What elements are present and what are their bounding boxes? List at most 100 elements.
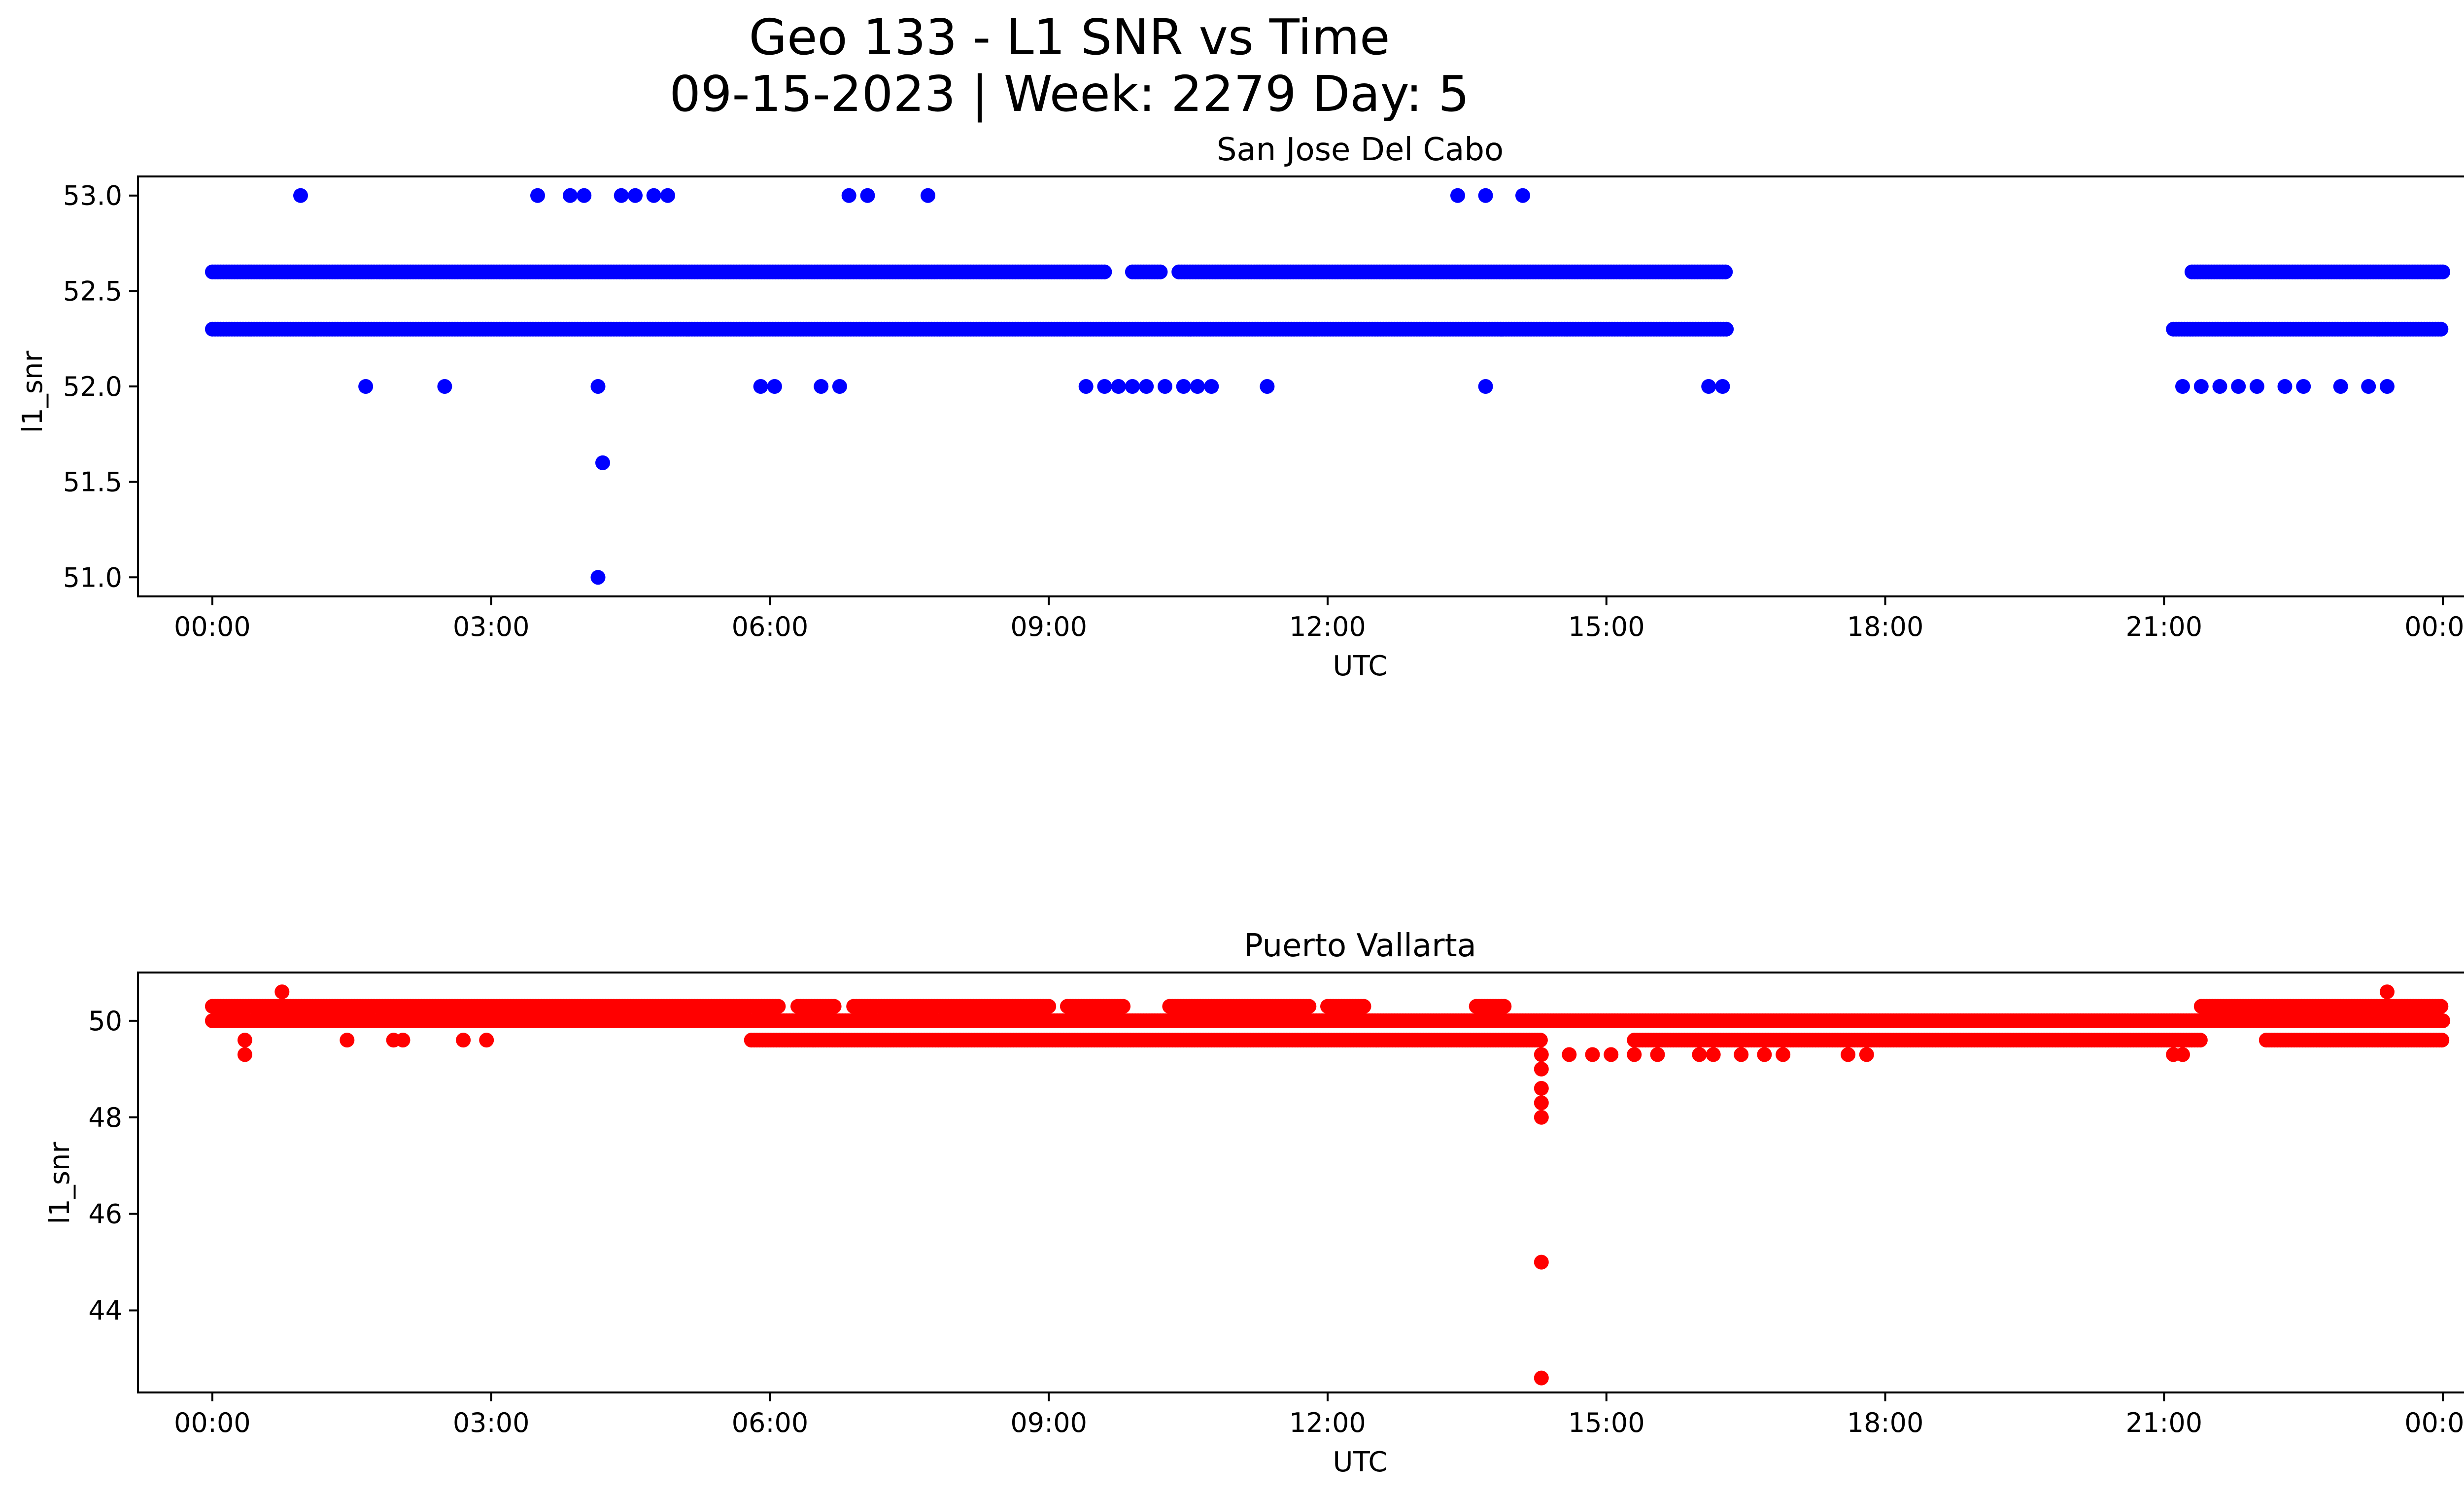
data-point xyxy=(563,188,578,203)
y-tick-label: 48 xyxy=(88,1102,122,1133)
data-point xyxy=(1158,379,1172,394)
data-point xyxy=(2433,999,2449,1014)
data-point xyxy=(2380,984,2395,1000)
data-point xyxy=(1650,1047,1665,1062)
data-point xyxy=(1041,999,1057,1014)
x-tick-label: 03:00 xyxy=(453,1407,530,1438)
data-point xyxy=(614,188,629,203)
data-point xyxy=(2435,1013,2451,1028)
data-point xyxy=(826,999,842,1014)
data-point xyxy=(628,188,643,203)
y-tick-label: 46 xyxy=(88,1199,122,1230)
x-axis-label: UTC xyxy=(1333,650,1387,682)
y-tick-label: 53.0 xyxy=(63,180,122,211)
x-tick-label: 21:00 xyxy=(2126,611,2203,642)
data-point xyxy=(1204,379,1219,394)
data-point xyxy=(1533,1033,1548,1048)
data-point xyxy=(1715,379,1730,394)
data-point xyxy=(1534,1061,1549,1077)
data-point xyxy=(340,1033,355,1048)
data-point xyxy=(1734,1047,1749,1062)
data-point xyxy=(1515,188,1530,203)
data-point xyxy=(646,188,661,203)
panel-title: Puerto Vallarta xyxy=(1244,928,1476,964)
x-tick-label: 15:00 xyxy=(1568,1407,1645,1438)
data-point xyxy=(1097,264,1112,279)
plot-san-jose-del-cabo: San Jose Del Cabo UTC l1_snr 00:00 03:00 0… xyxy=(17,132,2464,682)
data-point xyxy=(590,379,606,394)
data-point xyxy=(1301,999,1317,1014)
y-axis-label: l1_snr xyxy=(44,1142,76,1224)
data-point xyxy=(1190,379,1205,394)
data-point xyxy=(590,570,606,585)
data-point xyxy=(1534,1370,1549,1386)
data-point xyxy=(1139,379,1154,394)
data-point xyxy=(2434,1033,2450,1048)
data-point xyxy=(1776,1047,1791,1062)
data-point xyxy=(2192,1033,2208,1048)
data-point xyxy=(1260,379,1275,394)
scatter-series xyxy=(205,984,2451,1386)
data-point xyxy=(2296,379,2311,394)
data-point xyxy=(1534,1081,1549,1096)
data-point xyxy=(814,379,829,394)
x-tick-label: 06:00 xyxy=(732,611,809,642)
y-tick-label: 44 xyxy=(88,1295,122,1326)
data-point xyxy=(753,379,768,394)
y-tick-label: 51.5 xyxy=(63,467,122,498)
data-point xyxy=(1534,1047,1549,1062)
data-point xyxy=(1534,1254,1549,1270)
data-point xyxy=(860,188,875,203)
data-point xyxy=(921,188,935,203)
data-point xyxy=(1534,1110,1549,1125)
x-tick-label: 03:00 xyxy=(453,611,530,642)
data-point xyxy=(1125,379,1140,394)
data-point xyxy=(767,379,782,394)
y-tick-label: 52.5 xyxy=(63,276,122,307)
x-tick-label: 15:00 xyxy=(1568,611,1645,642)
data-point xyxy=(274,984,290,1000)
figure-title-line2: 09-15-2023 | Week: 2279 Day: 5 xyxy=(669,65,1469,123)
panel-title: San Jose Del Cabo xyxy=(1217,132,1504,168)
data-point xyxy=(456,1033,471,1048)
x-tick-label: 00:00 xyxy=(174,611,251,642)
data-point xyxy=(1356,999,1371,1014)
x-tick-label: 21:00 xyxy=(2126,1407,2203,1438)
data-point xyxy=(530,188,545,203)
data-point xyxy=(1627,1047,1642,1062)
data-point xyxy=(1719,321,1734,337)
data-point xyxy=(2212,379,2227,394)
plot-frame xyxy=(137,175,2464,597)
data-point xyxy=(395,1033,411,1048)
data-point xyxy=(1116,999,1131,1014)
data-point xyxy=(2277,379,2293,394)
x-tick-label: 09:00 xyxy=(1010,611,1087,642)
data-point xyxy=(437,379,452,394)
x-tick-label: 12:00 xyxy=(1289,611,1366,642)
data-point xyxy=(2249,379,2264,394)
data-point xyxy=(577,188,592,203)
data-point xyxy=(1153,264,1168,279)
data-point xyxy=(1706,1047,1721,1062)
data-point xyxy=(1111,379,1126,394)
data-point xyxy=(1757,1047,1772,1062)
x-tick-label: 09:00 xyxy=(1010,1407,1087,1438)
data-point xyxy=(1097,379,1112,394)
x-tick-label: 00:00 xyxy=(2404,611,2464,642)
data-point xyxy=(1859,1047,1874,1062)
data-point xyxy=(1562,1047,1577,1062)
x-tick-label: 18:00 xyxy=(1847,611,1924,642)
data-point xyxy=(1176,379,1191,394)
data-point xyxy=(1450,188,1465,203)
x-axis-label: UTC xyxy=(1333,1446,1387,1478)
data-point xyxy=(660,188,675,203)
data-point xyxy=(595,455,610,470)
figure-title-line1: Geo 133 - L1 SNR vs Time xyxy=(749,8,1390,66)
data-point xyxy=(1585,1047,1600,1062)
data-point xyxy=(2175,1047,2190,1062)
data-point xyxy=(1078,379,1094,394)
data-point xyxy=(237,1047,252,1062)
data-point xyxy=(1692,1047,1707,1062)
data-point xyxy=(2175,379,2190,394)
